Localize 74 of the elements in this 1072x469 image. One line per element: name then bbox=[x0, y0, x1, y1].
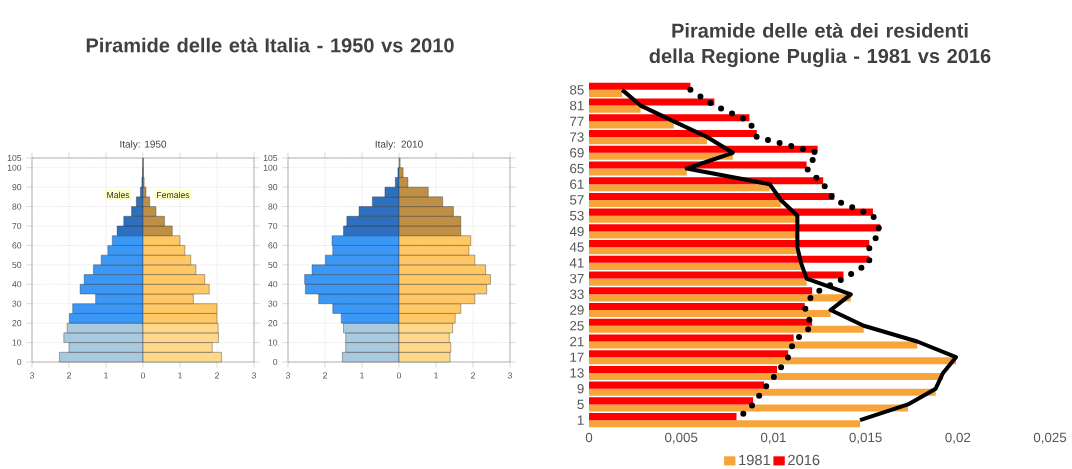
y-tick-label: 60 bbox=[268, 242, 278, 249]
chart-subtitle: Italy: 1950 bbox=[120, 140, 167, 150]
x-tick-label: 0 bbox=[396, 372, 402, 379]
legend-label: 2016 bbox=[788, 454, 820, 466]
y-tick-label: 33 bbox=[569, 289, 584, 300]
y-tick-label: 9 bbox=[577, 383, 584, 394]
x-tick-label: 2 bbox=[471, 372, 475, 379]
chart-title: Piramide delle età Italia - 1950 vs 2010 bbox=[86, 37, 454, 53]
x-tick-label: 0 bbox=[140, 372, 146, 379]
y-tick-label: 90 bbox=[268, 184, 278, 191]
y-tick-label: 57 bbox=[570, 195, 584, 205]
x-tick-label: 0,02 bbox=[945, 432, 971, 444]
y-tick-label: 70 bbox=[268, 222, 278, 230]
y-tick-label: 25 bbox=[570, 321, 584, 331]
y-tick-label: 13 bbox=[570, 368, 584, 378]
x-tick-label: 2 bbox=[67, 372, 71, 379]
y-tick-label: 21 bbox=[570, 336, 584, 347]
y-tick-label: 81 bbox=[570, 100, 584, 111]
y-tick-label: 80 bbox=[268, 203, 278, 210]
y-tick-label: 105 bbox=[7, 154, 22, 162]
y-tick-label: 20 bbox=[268, 320, 278, 327]
x-tick-label: 3 bbox=[251, 372, 257, 379]
y-tick-label: 60 bbox=[12, 242, 22, 249]
x-tick-label: 1 bbox=[434, 372, 438, 379]
x-tick-label: 1 bbox=[178, 372, 182, 379]
y-tick-label: 37 bbox=[569, 273, 584, 284]
y-tick-label: 20 bbox=[12, 320, 22, 327]
y-tick-label: 30 bbox=[12, 300, 22, 307]
y-tick-label: 1 bbox=[577, 415, 584, 425]
x-tick-label: 1 bbox=[360, 372, 364, 379]
x-tick-label: 3 bbox=[29, 372, 35, 379]
series-label: Females bbox=[157, 191, 190, 199]
y-tick-label: 49 bbox=[569, 226, 584, 237]
y-tick-label: 65 bbox=[570, 163, 584, 174]
y-tick-label: 70 bbox=[12, 222, 22, 230]
y-tick-label: 5 bbox=[577, 399, 584, 410]
y-tick-label: 17 bbox=[570, 352, 584, 362]
x-tick-label: 0,01 bbox=[760, 432, 786, 444]
chart-title: Italy: 2010 bbox=[375, 140, 423, 150]
y-tick-label: 69 bbox=[570, 148, 584, 158]
y-tick-label: 85 bbox=[570, 85, 584, 95]
x-tick-label: 0,015 bbox=[849, 432, 882, 444]
y-tick-label: 0 bbox=[17, 358, 22, 366]
x-tick-label: 0 bbox=[585, 432, 593, 443]
y-tick-label: 10 bbox=[268, 339, 278, 346]
y-tick-label: 80 bbox=[12, 203, 22, 210]
x-tick-label: 1 bbox=[104, 372, 108, 379]
y-tick-label: 90 bbox=[12, 184, 22, 191]
y-tick-label: 105 bbox=[263, 154, 278, 162]
y-tick-label: 30 bbox=[268, 300, 278, 307]
x-tick-label: 3 bbox=[285, 372, 291, 379]
chart-title: Piramide delle età dei residenti della Regione Puglia - 1981 vs 2016 bbox=[649, 22, 991, 68]
y-tick-label: 40 bbox=[268, 281, 278, 288]
y-tick-label: 41 bbox=[569, 258, 584, 268]
y-tick-label: 45 bbox=[569, 242, 584, 252]
x-tick-label: 2 bbox=[215, 372, 219, 379]
x-tick-label: 0,025 bbox=[1033, 432, 1067, 444]
legend-label: 1981 bbox=[739, 454, 771, 466]
y-tick-label: 50 bbox=[12, 261, 22, 268]
y-tick-label: 10 bbox=[12, 339, 22, 346]
y-tick-label: 73 bbox=[570, 132, 584, 142]
y-tick-label: 29 bbox=[570, 305, 584, 315]
y-tick-label: 77 bbox=[570, 116, 584, 126]
y-tick-label: 100 bbox=[263, 164, 278, 171]
y-tick-label: 100 bbox=[7, 164, 22, 171]
y-tick-label: 61 bbox=[570, 179, 584, 189]
x-tick-label: 2 bbox=[323, 372, 327, 379]
series-label: Males bbox=[107, 191, 130, 199]
y-tick-label: 50 bbox=[268, 261, 278, 268]
y-tick-label: 0 bbox=[273, 358, 278, 366]
x-tick-label: 0,005 bbox=[665, 432, 698, 444]
y-tick-label: 40 bbox=[12, 281, 22, 288]
y-tick-label: 53 bbox=[570, 210, 584, 221]
x-tick-label: 3 bbox=[507, 372, 513, 379]
